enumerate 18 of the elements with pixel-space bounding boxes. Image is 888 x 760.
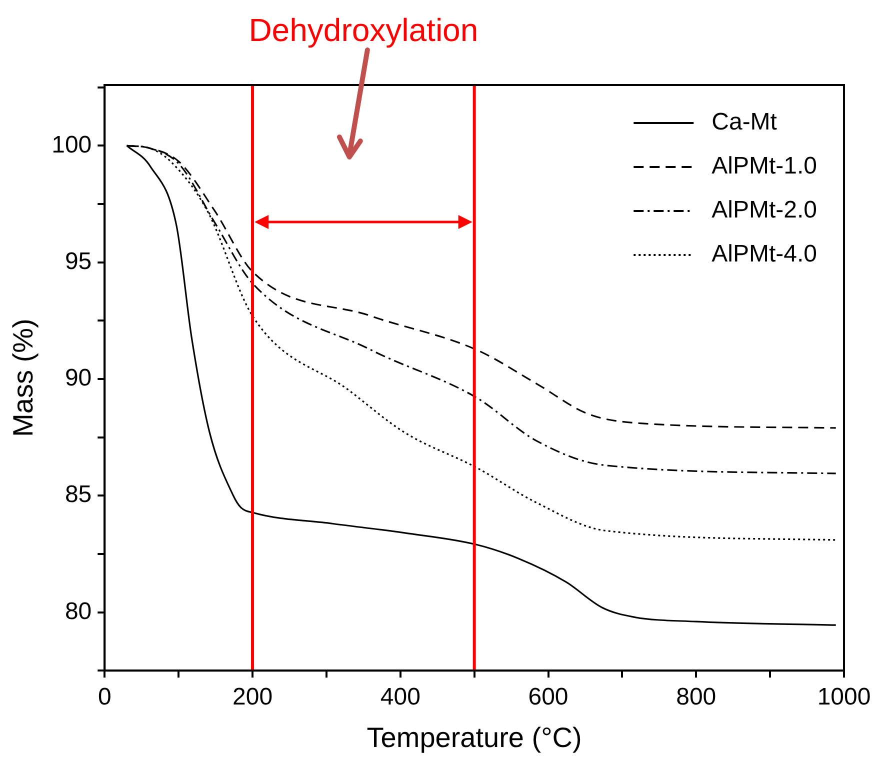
y-tick-label: 80 [64,598,92,625]
text: Dehydroxylation [248,12,478,48]
legend-label: AlPMt-1.0 [712,152,818,180]
y-tick-label: 85 [64,481,92,508]
y-tick-label: 90 [64,364,92,392]
x-tick-label: 400 [380,684,420,711]
x-axis-title: Temperature (°C) [366,722,582,753]
legend-label: AlPMt-4.0 [712,240,818,268]
x-tick-label: 1000 [817,684,871,711]
x-tick-label: 800 [676,684,716,711]
x-tick-label: 200 [232,684,273,711]
x-tick-label: 600 [528,684,568,711]
legend-label: AlPMt-2.0 [712,196,818,224]
y-tick-label: 95 [64,248,92,275]
legend-label: Ca-Mt [712,108,778,136]
y-axis-title: Mass (%) [8,318,39,437]
y-tick-label: 100 [52,131,92,158]
x-tick-label: 0 [98,684,112,711]
